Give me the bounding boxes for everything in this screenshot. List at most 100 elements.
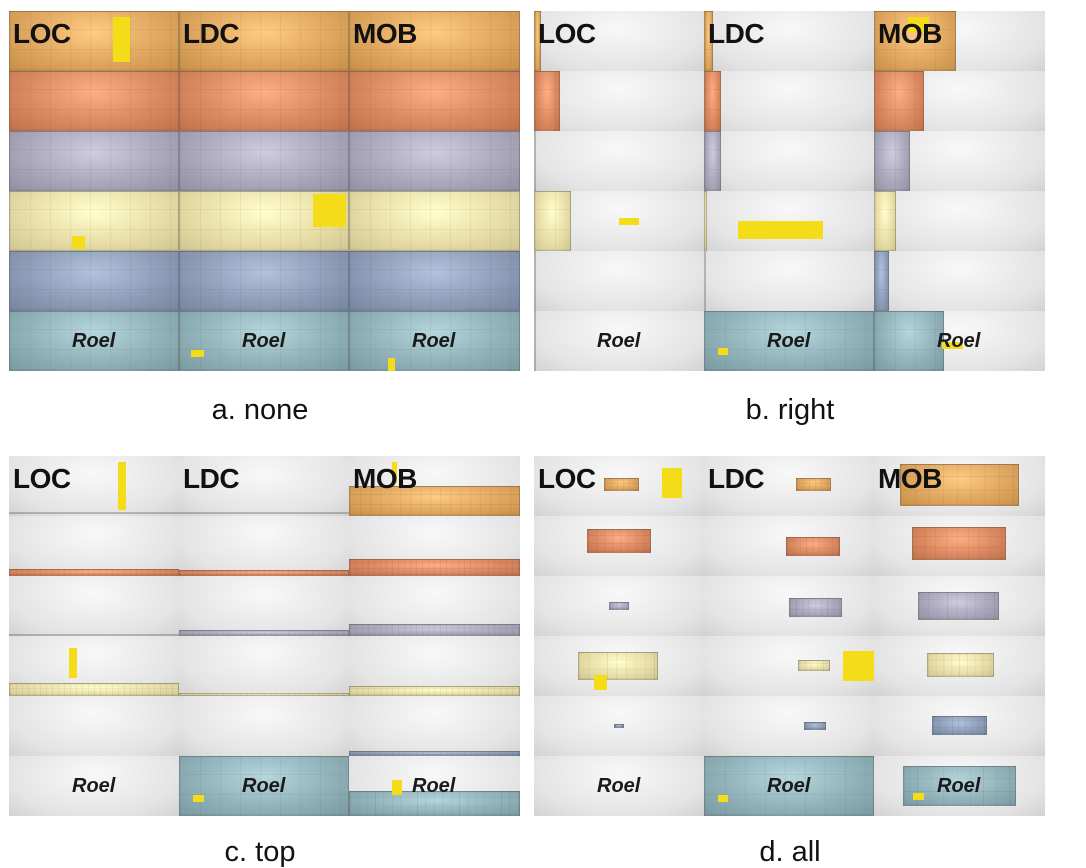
cell-r5-c1 [179,756,350,816]
treemap-block-r5-c0 [9,311,179,371]
treemap-block-r2-c2 [918,592,999,621]
treemap-block-r4-c1 [704,251,706,311]
treemap-block-r0-c1 [179,11,349,71]
cell-r5-c2 [874,756,1045,816]
highlight-mark-1 [391,462,397,483]
cell-r5-c1 [704,756,875,816]
treemap-block-r5-c1 [704,756,874,816]
cell-r4-c0 [9,696,180,756]
column-title-ldc: LDC [708,463,765,494]
treemap-block-r2-c2 [349,624,520,636]
column-title-ldc: LDC [708,18,765,49]
cell-r2-c1 [179,131,350,191]
cell-r2-c1 [179,576,350,636]
cell-r0-c2 [874,11,1045,71]
highlight-mark-4 [391,780,402,795]
treemap-block-r1-c1 [179,71,349,131]
treemap-block-r4-c2 [874,251,890,311]
row-label-roel: Roel [767,775,811,797]
treemap-block-r0-c2 [899,463,1020,506]
highlight-mark-4 [942,342,963,350]
highlight-mark-4 [388,357,396,371]
treemap-block-r0-c0 [603,477,640,491]
cell-r4-c2 [874,251,1045,311]
caption-c: c. top [224,836,296,868]
highlight-mark-2 [843,651,874,681]
cell-r3-c2 [874,191,1045,251]
treemap-block-r3-c1 [179,693,349,696]
row-label-roel: Roel [597,330,641,352]
highlight-mark-1 [593,675,608,690]
treemap-block-r2-c0 [534,131,536,191]
treemap-block-r0-c2 [349,11,520,71]
cell-r2-c2 [874,131,1045,191]
row-label-roel: Roel [412,775,456,797]
cell-r1-c0 [534,71,705,131]
treemap-block-r2-c0 [9,633,179,636]
highlight-mark-3 [717,348,728,356]
cell-r2-c2 [349,131,520,191]
treemap-block-r2-c0 [608,602,630,610]
treemap-block-r0-c0 [534,11,541,71]
treemap-block-r1-c0 [9,568,179,576]
panel-b: LOC LDC MOB Roel Roel Roel [534,11,1045,371]
highlight-mark-2 [738,221,823,239]
treemap-block-r5-c1 [179,756,349,816]
treemap-block-r1-c1 [179,570,349,576]
cell-r3-c0 [534,636,705,696]
row-label-roel: Roel [597,775,641,797]
treemap-block-r4-c1 [804,722,827,731]
cell-r5-c2 [349,311,520,371]
treemap-block-r2-c1 [179,131,349,191]
cell-r4-c0 [9,251,180,311]
cell-r1-c0 [9,71,180,131]
cell-r3-c2 [874,636,1045,696]
treemap-block-r4-c2 [349,751,520,756]
treemap-block-r1-c1 [785,537,840,557]
cell-r5-c0 [9,311,180,371]
row-label-roel: Roel [767,330,811,352]
highlight-mark-2 [313,194,346,227]
cell-r1-c2 [874,71,1045,131]
row-label-roel: Roel [72,775,116,797]
treemap-block-r5-c2 [874,311,945,371]
cell-r2-c0 [534,131,705,191]
cell-r3-c0 [9,191,180,251]
cell-r5-c1 [179,311,350,371]
treemap-block-r0-c1 [179,511,349,515]
treemap-block-r4-c0 [613,724,625,728]
cell-r4-c0 [534,251,705,311]
cell-r4-c2 [349,251,520,311]
treemap-block-r4-c2 [349,251,520,311]
treemap-block-r0-c0 [9,511,179,515]
panel-a: LOC LDC MOB Roel Roel Roel [9,11,520,371]
cell-r2-c2 [349,576,520,636]
treemap-block-r2-c2 [349,131,520,191]
treemap-block-r3-c0 [9,682,179,696]
cell-r0-c2 [349,11,520,71]
treemap-block-r4-c1 [179,251,349,311]
treemap-block-r3-c1 [797,660,830,672]
row-label-roel: Roel [242,775,286,797]
treemap-block-r1-c0 [534,71,560,131]
column-title-loc: LOC [538,18,596,49]
column-title-loc: LOC [538,463,596,494]
cell-r5-c2 [349,756,520,816]
cell-r3-c2 [349,191,520,251]
cell-r1-c0 [9,516,180,576]
cell-r5-c2 [874,311,1045,371]
treemap-block-r5-c1 [179,311,349,371]
cell-r0-c2 [349,456,520,516]
caption-a: a. none [211,394,309,426]
row-label-roel: Roel [937,330,981,352]
treemap-block-r5-c0 [534,311,536,371]
highlight-mark-0 [112,17,130,62]
cell-r4-c2 [349,696,520,756]
cell-r1-c2 [349,516,520,576]
cell-r1-c1 [704,71,875,131]
treemap-block-r3-c2 [349,191,520,251]
treemap-block-r1-c2 [874,71,924,131]
treemap-block-r3-c2 [349,685,520,696]
treemap-block-r5-c1 [704,311,874,371]
row-label-roel: Roel [72,330,116,352]
